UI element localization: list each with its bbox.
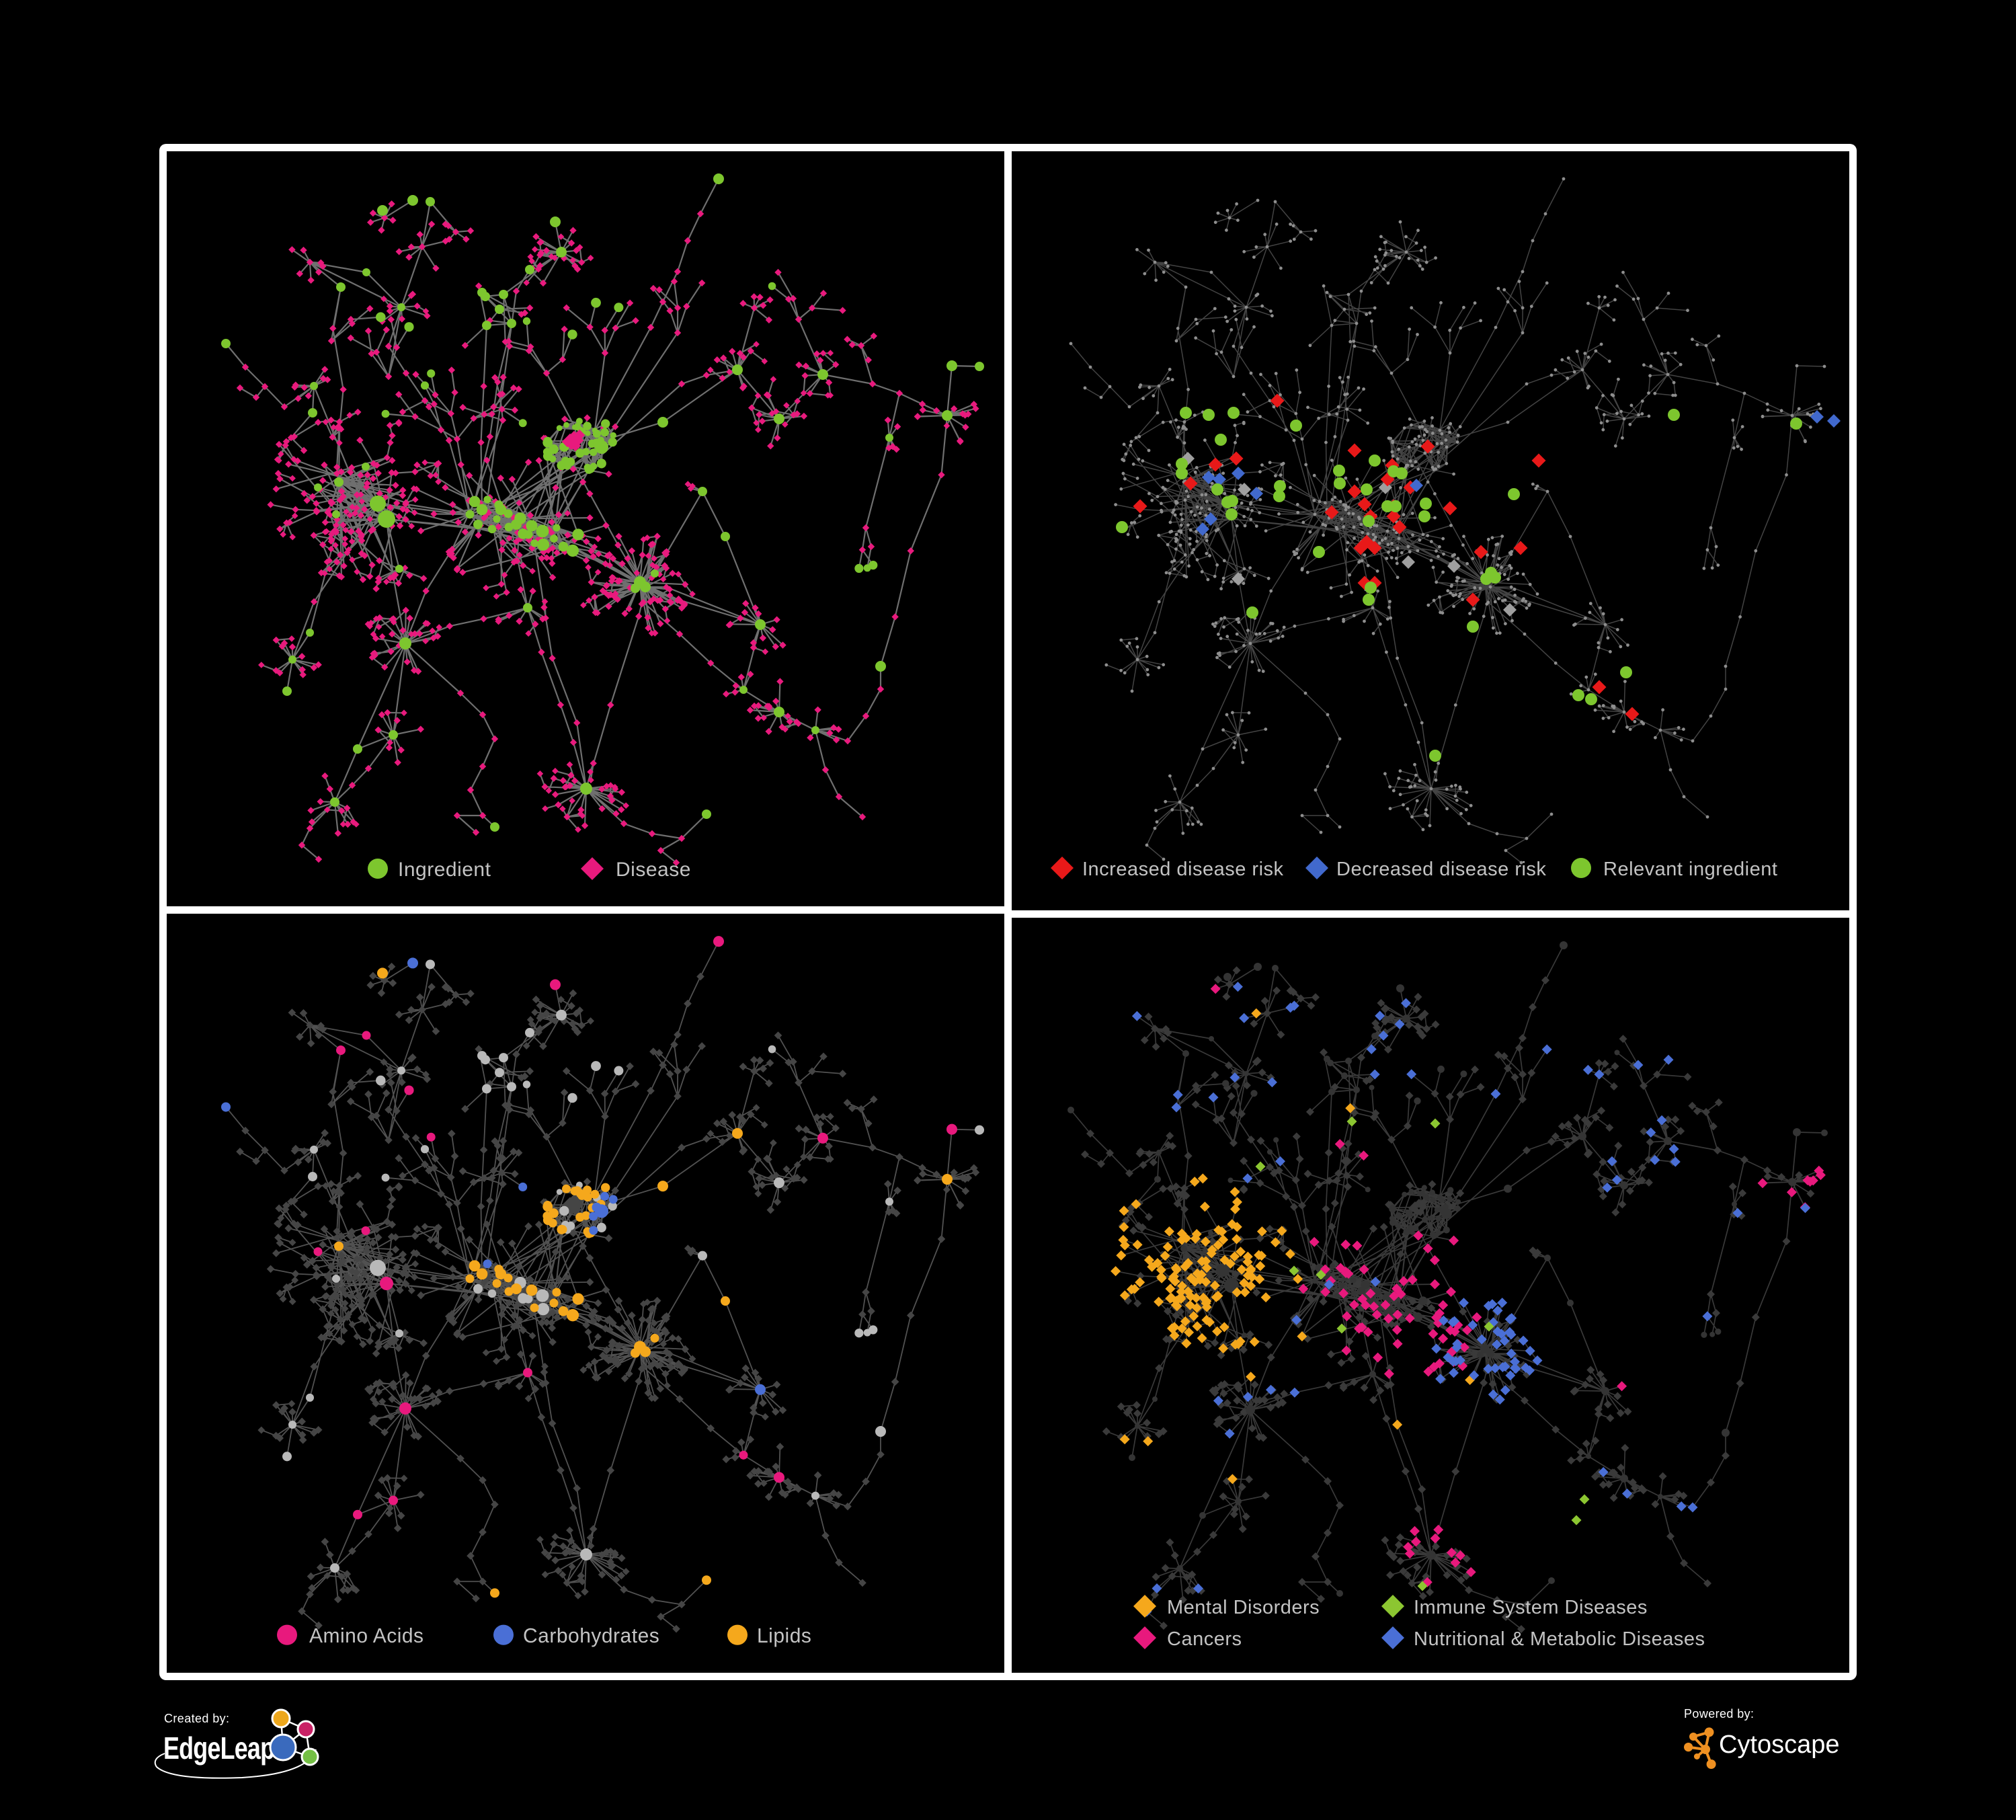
svg-text:Lipids: Lipids	[757, 1625, 811, 1647]
svg-text:Amino Acids: Amino Acids	[309, 1625, 424, 1647]
svg-text:Immune System Diseases: Immune System Diseases	[1414, 1597, 1648, 1618]
svg-text:Carbohydrates: Carbohydrates	[523, 1625, 659, 1647]
svg-text:Ingredient: Ingredient	[398, 859, 491, 881]
svg-text:Cancers: Cancers	[1167, 1628, 1242, 1650]
svg-text:Mental Disorders: Mental Disorders	[1167, 1597, 1320, 1618]
svg-text:Increased disease risk: Increased disease risk	[1082, 859, 1284, 880]
svg-text:Relevant ingredient: Relevant ingredient	[1603, 859, 1777, 880]
svg-text:Disease: Disease	[616, 859, 691, 881]
svg-text:Nutritional & Metabolic Diseas: Nutritional & Metabolic Diseases	[1414, 1628, 1705, 1650]
svg-text:Decreased disease risk: Decreased disease risk	[1336, 859, 1546, 880]
